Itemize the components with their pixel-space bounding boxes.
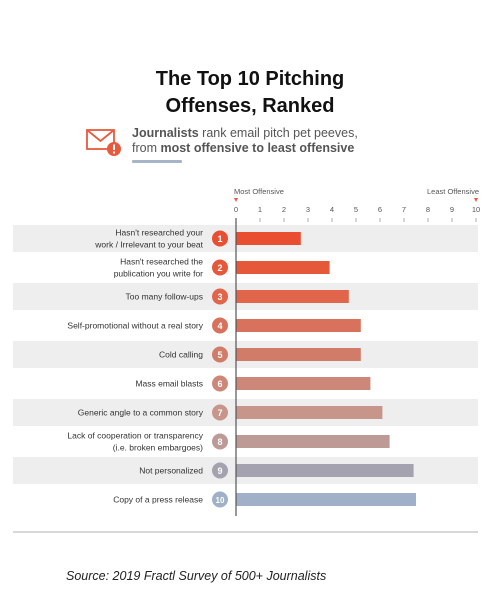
category-label: Too many follow-ups: [126, 292, 203, 302]
axis-arrow-right-icon: [474, 198, 478, 202]
category-label: work / Irrelevant to your beat: [94, 240, 203, 250]
x-tick-label: 5: [354, 205, 358, 214]
category-label: Not personalized: [139, 466, 203, 476]
category-label: Copy of a press release: [113, 495, 203, 505]
axis-label-most-offensive: Most Offensive: [234, 187, 284, 196]
chart-title: The Top 10 Pitching Offenses, Ranked: [0, 66, 500, 120]
x-tick-label: 3: [306, 205, 310, 214]
rank-number: 1: [217, 234, 222, 244]
rank-number: 2: [217, 263, 222, 273]
category-label: Hasn't researched the: [120, 257, 203, 267]
bar: [236, 493, 416, 506]
x-tick-label: 7: [402, 205, 406, 214]
category-label: Mass email blasts: [135, 379, 203, 389]
rank-badge: [212, 230, 228, 247]
category-label: Hasn't researched your: [115, 228, 203, 238]
category-label: Self-promotional without a real story: [67, 321, 203, 331]
rank-number: 10: [216, 496, 225, 505]
source-note: Source: 2019 Fractl Survey of 500+ Journ…: [66, 569, 327, 583]
category-label: (i.e. broken embargoes): [113, 443, 203, 453]
subtitle-text: Journalists rank email pitch pet peeves,…: [132, 126, 358, 156]
rank-badge: [212, 346, 228, 363]
subtitle: Journalists rank email pitch pet peeves,…: [86, 126, 406, 166]
x-tick-label: 2: [282, 205, 286, 214]
subtitle-text2: from: [132, 141, 161, 155]
subtitle-underline: [132, 160, 182, 163]
rank-badge: [212, 375, 228, 392]
bar: [236, 435, 390, 448]
bar: [236, 377, 371, 390]
bar-chart: Most Offensive Least Offensive 0 1 2 3 4 5 6 7 8 9 1…: [13, 187, 480, 533]
bar: [236, 261, 330, 274]
rank-number: 5: [217, 350, 222, 360]
rank-badge: [212, 491, 228, 508]
category-label: Generic angle to a common story: [78, 408, 204, 418]
rank-badge: [212, 433, 228, 450]
category-label: Lack of cooperation or transparency: [67, 431, 203, 441]
x-tick-label: 1: [258, 205, 262, 214]
rank-number: 7: [217, 408, 222, 418]
x-tick-label: 4: [330, 205, 334, 214]
x-tick-label: 9: [450, 205, 454, 214]
subtitle-bold2: most offensive to least offensive: [160, 141, 355, 155]
rank-badge: [212, 404, 228, 421]
x-tick-label: 8: [426, 205, 430, 214]
rank-number: 6: [217, 379, 222, 389]
bar: [236, 319, 361, 332]
subtitle-bold1: Journalists: [132, 126, 199, 140]
rank-number: 4: [217, 321, 222, 331]
x-tick-label: 0: [234, 205, 238, 214]
category-label: publication you write for: [114, 269, 203, 279]
chart-title-line2: Offenses, Ranked: [165, 95, 335, 117]
axis-arrow-left-icon: [234, 198, 238, 202]
bar: [236, 290, 349, 303]
axis-label-least-offensive: Least Offensive: [427, 187, 479, 196]
rank-badge: [212, 288, 228, 305]
x-tick-label: 6: [378, 205, 382, 214]
bar: [236, 232, 301, 245]
rank-number: 8: [217, 437, 222, 447]
category-label: Cold calling: [159, 350, 203, 360]
rank-badge: [212, 462, 228, 479]
rank-badge: [212, 259, 228, 276]
rank-badge: [212, 317, 228, 334]
bar: [236, 348, 361, 361]
bar: [236, 406, 383, 419]
rank-number: 9: [217, 466, 222, 476]
email-alert-icon: [86, 129, 121, 156]
rank-number: 3: [217, 292, 222, 302]
x-tick-label: 10: [472, 205, 480, 214]
bar: [236, 464, 414, 477]
subtitle-text1: rank email pitch pet peeves,: [198, 126, 358, 140]
chart-title-line1: The Top 10 Pitching: [155, 68, 345, 90]
